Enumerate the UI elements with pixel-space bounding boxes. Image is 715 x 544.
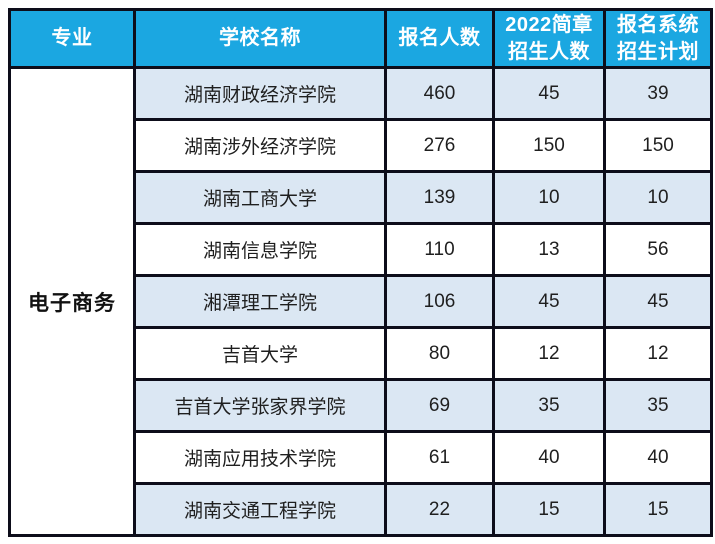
applicants-cell: 106	[384, 274, 495, 329]
school-name-cell: 湖南涉外经济学院	[133, 118, 387, 173]
applicants-cell: 22	[384, 482, 495, 537]
table-row: 湖南涉外经济学院 276 150 150	[10, 118, 713, 173]
header-brochure-enrollment: 2022简章 招生人数	[492, 8, 606, 69]
school-name-cell: 湖南交通工程学院	[133, 482, 387, 537]
table-row: 吉首大学张家界学院 69 35 35	[10, 378, 713, 433]
header-major: 专业	[8, 8, 136, 69]
table-row: 湖南工商大学 139 10 10	[10, 170, 713, 225]
system-plan-cell: 40	[603, 430, 713, 485]
school-name-cell: 湘潭理工学院	[133, 274, 387, 329]
school-name-cell: 湖南信息学院	[133, 222, 387, 277]
brochure-plan-cell: 150	[492, 118, 606, 173]
brochure-plan-cell: 15	[492, 482, 606, 537]
brochure-plan-cell: 35	[492, 378, 606, 433]
system-plan-cell: 15	[603, 482, 713, 537]
applicants-cell: 110	[384, 222, 495, 277]
system-plan-cell: 35	[603, 378, 713, 433]
major-cell: 电子商务	[8, 66, 136, 537]
header-school-name: 学校名称	[133, 8, 387, 69]
school-name-cell: 吉首大学张家界学院	[133, 378, 387, 433]
brochure-plan-cell: 10	[492, 170, 606, 225]
system-plan-cell: 10	[603, 170, 713, 225]
applicants-cell: 80	[384, 326, 495, 381]
school-name-cell: 湖南财政经济学院	[133, 66, 387, 121]
brochure-plan-cell: 45	[492, 274, 606, 329]
system-plan-cell: 56	[603, 222, 713, 277]
table-row: 湘潭理工学院 106 45 45	[10, 274, 713, 329]
system-plan-cell: 39	[603, 66, 713, 121]
header-system-enrollment-plan: 报名系统 招生计划	[603, 8, 713, 69]
header-applicants: 报名人数	[384, 8, 495, 69]
school-name-cell: 湖南工商大学	[133, 170, 387, 225]
applicants-cell: 139	[384, 170, 495, 225]
enrollment-table: 专业 学校名称 报名人数 2022简章 招生人数 报名系统 招生计划 电子商务 …	[8, 8, 713, 537]
brochure-plan-cell: 45	[492, 66, 606, 121]
system-plan-cell: 45	[603, 274, 713, 329]
school-name-cell: 吉首大学	[133, 326, 387, 381]
table-row: 电子商务 湖南财政经济学院 460 45 39	[8, 66, 713, 537]
brochure-plan-cell: 12	[492, 326, 606, 381]
applicants-cell: 61	[384, 430, 495, 485]
applicants-cell: 69	[384, 378, 495, 433]
applicants-cell: 276	[384, 118, 495, 173]
brochure-plan-cell: 40	[492, 430, 606, 485]
header-row: 专业 学校名称 报名人数 2022简章 招生人数 报名系统 招生计划	[8, 8, 713, 69]
brochure-plan-cell: 13	[492, 222, 606, 277]
school-name-cell: 湖南应用技术学院	[133, 430, 387, 485]
table-row: 湖南应用技术学院 61 40 40	[10, 430, 713, 485]
table-row: 湖南交通工程学院 22 15 15	[10, 482, 713, 537]
table-row: 湖南信息学院 110 13 56	[10, 222, 713, 277]
system-plan-cell: 12	[603, 326, 713, 381]
applicants-cell: 460	[384, 66, 495, 121]
table-row: 吉首大学 80 12 12	[10, 326, 713, 381]
system-plan-cell: 150	[603, 118, 713, 173]
